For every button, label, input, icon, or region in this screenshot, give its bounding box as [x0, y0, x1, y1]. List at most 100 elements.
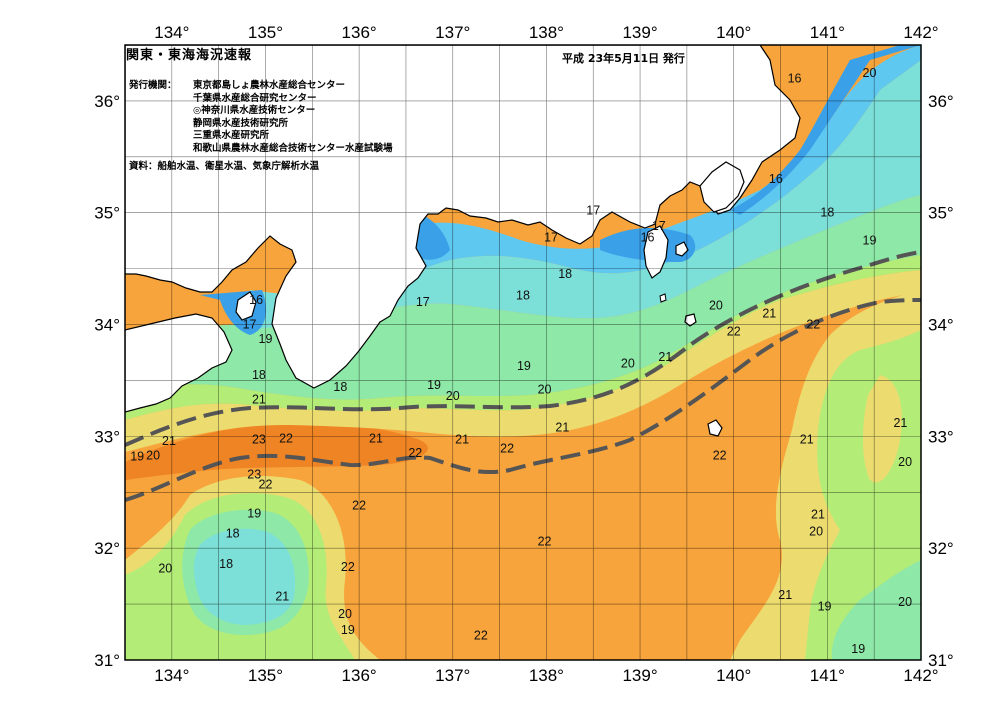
band-18-southwest: [193, 528, 296, 625]
organization-item: 三重県水産研究所: [193, 130, 270, 141]
isotherm-label: 19: [851, 642, 865, 656]
isotherm-label: 18: [252, 368, 266, 382]
isotherm-label: 21: [162, 434, 176, 448]
lat-tick-label-left: 31°: [94, 651, 120, 670]
kuroshio-axis: [125, 250, 921, 502]
isotherm-label: 20: [898, 595, 912, 609]
isotherm-label: 18: [516, 288, 530, 302]
lat-tick-label-right: 34°: [928, 316, 954, 335]
isotherm-label: 19: [247, 507, 261, 521]
lat-tick-label-left: 34°: [94, 316, 120, 335]
isotherm-label: 22: [341, 560, 355, 574]
isotherm-label: 16: [788, 72, 802, 86]
isotherm-label: 16: [641, 230, 655, 244]
isotherm-label: 21: [893, 416, 907, 430]
isotherm-label: 19: [818, 599, 832, 613]
lon-tick-label-bottom: 135°: [248, 666, 283, 685]
isotherm-label: 17: [652, 219, 666, 233]
isotherm-label: 17: [586, 203, 600, 217]
lat-tick-label-right: 31°: [928, 651, 954, 670]
map-title: 関東・東海海況速報: [126, 48, 253, 63]
lat-tick-label-left: 36°: [94, 92, 120, 111]
band-21-north: [125, 270, 921, 452]
land-oshima: [675, 241, 689, 257]
organization-list: 東京都島しょ農林水産総合センター 千葉県水産総合研究センター ◎神奈川県水産技術…: [193, 80, 493, 155]
organization-item: 千葉県水産総合研究センター: [193, 92, 317, 104]
isotherm-label: 22: [408, 446, 422, 460]
land-shikoku: [125, 313, 233, 413]
isotherm-label: 21: [762, 306, 776, 320]
lon-tick-label-bottom: 136°: [342, 666, 377, 685]
band-19-southeast: [831, 560, 921, 660]
lon-tick-label-top: 135°: [248, 23, 283, 42]
lat-tick-label-left: 32°: [94, 539, 120, 558]
lon-tick-label-bottom: 141°: [810, 666, 845, 685]
isotherm-label: 20: [863, 66, 877, 80]
isotherm-label: 18: [558, 267, 572, 281]
lon-tick-label-top: 136°: [342, 23, 377, 42]
isotherm-label: 20: [338, 607, 352, 621]
isotherm-label: 21: [555, 420, 569, 434]
lon-tick-label-top: 140°: [716, 23, 751, 42]
isotherm-label: 20: [809, 524, 823, 538]
lon-tick-label-bottom: 138°: [529, 666, 564, 685]
isotherm-label: 19: [427, 378, 441, 392]
isotherm-label: 19: [259, 332, 273, 346]
isotherm-label: 22: [727, 324, 741, 338]
lon-tick-label-top: 137°: [435, 23, 470, 42]
isotherm-label: 20: [146, 448, 160, 462]
isotherm-label: 20: [446, 389, 460, 403]
lon-tick-label-top: 134°: [154, 23, 189, 42]
lon-tick-label-top: 139°: [622, 23, 657, 42]
issuer-label: 発行機関：: [129, 80, 177, 91]
isotherm-label: 22: [259, 477, 273, 491]
isotherm-label: 16: [249, 293, 263, 307]
isotherm-label: 22: [474, 628, 488, 642]
land-boso: [699, 161, 745, 213]
issue-date: 平成 23年5月11日 発行: [562, 52, 685, 65]
kuroshio-axis-south: [125, 298, 921, 502]
land-hachijo: [707, 419, 723, 437]
isotherm-label: 20: [158, 561, 172, 575]
isotherm-label: 22: [279, 432, 293, 446]
lon-tick-label-bottom: 139°: [622, 666, 657, 685]
lon-tick-label-top: 138°: [529, 23, 564, 42]
land-nii: [659, 293, 667, 303]
isotherm-label: 22: [713, 448, 727, 462]
lat-tick-label-right: 36°: [928, 92, 954, 111]
isotherm-label: 21: [275, 589, 289, 603]
isotherm-label: 17: [243, 318, 257, 332]
map-frame: [124, 44, 922, 661]
lon-tick-label-bottom: 137°: [435, 666, 470, 685]
isotherm-label: 20: [709, 299, 723, 313]
isotherm-label: 18: [333, 380, 347, 394]
isotherm-label: 20: [538, 382, 552, 396]
isotherm-label: 18: [226, 527, 240, 541]
lon-tick-label-top: 141°: [810, 23, 845, 42]
organization-item: 東京都島しょ農林水産総合センター: [193, 80, 346, 91]
organization-item: 和歌山県農林水産総合技術センター水産試験場: [193, 142, 393, 154]
isotherm-label: 18: [219, 557, 233, 571]
isotherm-label: 19: [341, 623, 355, 637]
lat-lon-grid: [124, 45, 921, 660]
lat-tick-label-left: 33°: [94, 427, 120, 446]
isotherm-label: 20: [621, 357, 635, 371]
isotherm-label: 20: [898, 455, 912, 469]
lat-tick-label-right: 35°: [928, 204, 954, 223]
land-masses: [125, 45, 801, 437]
isotherm-label: 21: [252, 392, 266, 406]
isotherm-label: 23: [247, 467, 261, 481]
isotherm-label: 18: [820, 206, 834, 220]
isotherm-label: 22: [352, 499, 366, 513]
isotherm-label: 17: [416, 295, 430, 309]
isotherm-label: 23: [252, 433, 266, 447]
isotherm-label: 21: [455, 433, 469, 447]
data-sources: 資料：船舶水温、衛星水温、気象庁解析水温: [129, 161, 320, 172]
land-miyake: [684, 313, 697, 327]
isotherm-label: 16: [769, 172, 783, 186]
land-izu: [643, 225, 669, 279]
isotherm-label: 21: [800, 433, 814, 447]
band-20-north: [125, 255, 921, 420]
